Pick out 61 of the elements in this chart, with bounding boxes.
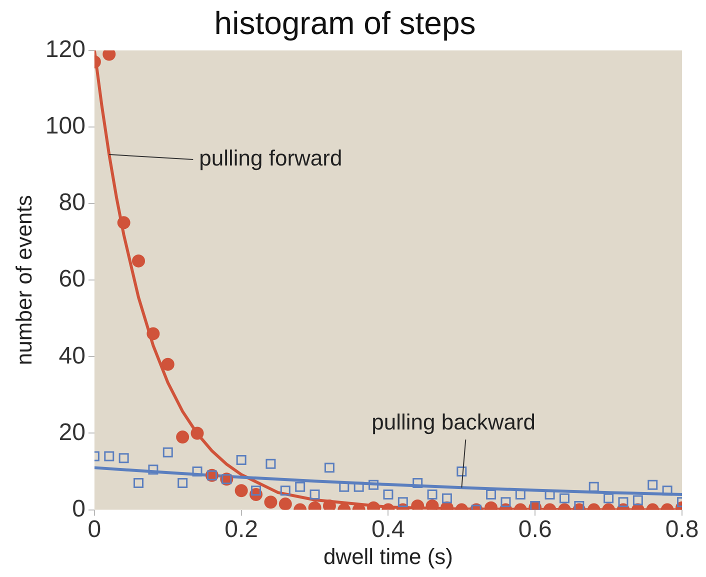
point — [648, 480, 658, 490]
point — [310, 489, 320, 500]
y-tick-label: 20 — [58, 418, 86, 446]
point — [146, 327, 160, 340]
point — [234, 484, 248, 498]
point — [486, 489, 496, 500]
point — [383, 489, 394, 500]
point — [500, 497, 511, 508]
point — [118, 453, 129, 464]
point — [117, 216, 130, 230]
point — [322, 499, 336, 510]
y-tick-label: 40 — [58, 342, 86, 370]
y-tick-label: 0 — [72, 495, 86, 522]
point — [161, 358, 174, 371]
point — [264, 496, 278, 509]
point — [102, 50, 116, 61]
point — [442, 493, 452, 504]
point — [266, 458, 276, 469]
point — [456, 466, 467, 477]
point — [588, 482, 599, 492]
point — [251, 486, 262, 496]
point — [398, 497, 408, 508]
point — [104, 451, 114, 462]
point — [411, 499, 424, 510]
point — [295, 482, 306, 492]
x-tick-label: 0.6 — [518, 516, 552, 543]
point — [190, 426, 204, 440]
point — [427, 489, 438, 500]
annotation: pulling forward — [199, 146, 342, 171]
point — [324, 462, 334, 473]
y-tick-label: 60 — [58, 266, 86, 293]
annotation: pulling backward — [372, 410, 536, 435]
y-axis-title: number of events — [11, 195, 36, 366]
y-tick-label: 80 — [58, 189, 86, 216]
point — [662, 486, 672, 496]
point — [632, 495, 643, 506]
y-tick-label: 120 — [45, 36, 86, 64]
point — [412, 478, 423, 488]
x-axis-title: dwell time (s) — [323, 544, 454, 569]
point — [148, 464, 158, 475]
x-tick-label: 0.2 — [224, 516, 258, 543]
x-tick-label: 0.8 — [665, 516, 699, 543]
point — [134, 478, 144, 488]
point — [192, 466, 202, 477]
point — [426, 499, 439, 510]
point — [574, 500, 584, 510]
point — [178, 478, 188, 488]
point — [604, 493, 614, 504]
point — [236, 455, 246, 466]
point — [162, 447, 173, 458]
point — [132, 254, 146, 268]
chart-title: histogram of steps — [214, 5, 476, 42]
point — [559, 493, 570, 504]
x-tick-label: 0.4 — [372, 516, 405, 543]
y-tick-label: 100 — [45, 112, 86, 140]
point — [354, 482, 364, 492]
point — [278, 498, 292, 510]
point — [618, 497, 628, 508]
point — [280, 486, 290, 496]
point — [176, 430, 190, 444]
point — [368, 480, 379, 490]
